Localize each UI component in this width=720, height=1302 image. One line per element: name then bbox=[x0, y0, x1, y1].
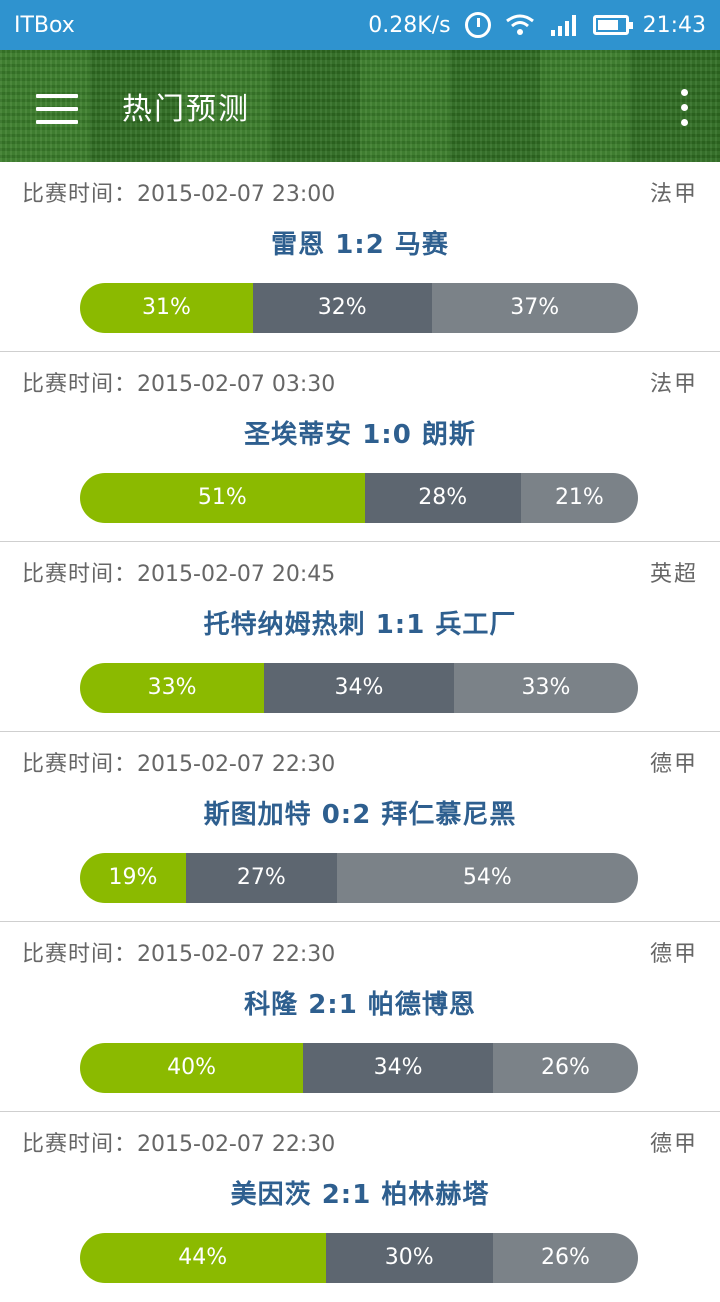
battery-icon bbox=[592, 15, 633, 35]
match-time-label: 比赛时间： bbox=[22, 182, 138, 207]
match-item[interactable]: 比赛时间：2015-02-07 03:30 法甲 圣埃蒂安 1:0 朗斯 51%… bbox=[0, 352, 720, 542]
win-percent: 40% bbox=[80, 1043, 304, 1093]
lose-percent: 26% bbox=[492, 1233, 638, 1283]
match-time-value: 2015-02-07 22:30 bbox=[137, 752, 336, 777]
lose-percent: 54% bbox=[336, 853, 638, 903]
prediction-bar: 19% 27% 54% bbox=[80, 853, 638, 903]
app-bar: 热门预测 bbox=[0, 50, 720, 162]
status-bar: ITBox 0.28K/s 21:43 bbox=[0, 0, 720, 50]
league-name: 德甲 bbox=[649, 752, 698, 777]
match-time-label: 比赛时间： bbox=[22, 752, 138, 777]
network-speed: 0.28K/s bbox=[368, 12, 451, 38]
match-time: 比赛时间：2015-02-07 22:30 bbox=[22, 746, 335, 778]
lose-percent: 37% bbox=[431, 283, 638, 333]
match-teams: 斯图加特 0:2 拜仁慕尼黑 bbox=[203, 800, 517, 830]
match-time-value: 2015-02-07 23:00 bbox=[137, 182, 336, 207]
match-time-value: 2015-02-07 22:30 bbox=[137, 1132, 336, 1157]
status-icons: 0.28K/s 21:43 bbox=[368, 12, 706, 38]
prediction-bar: 40% 34% 26% bbox=[80, 1043, 638, 1093]
draw-percent: 32% bbox=[252, 283, 432, 333]
match-time: 比赛时间：2015-02-07 23:00 bbox=[22, 176, 335, 208]
match-teams: 科隆 2:1 帕德博恩 bbox=[244, 990, 476, 1020]
signal-icon bbox=[550, 15, 576, 36]
draw-percent: 27% bbox=[186, 853, 337, 903]
prediction-bar: 33% 34% 33% bbox=[80, 663, 638, 713]
match-teams: 雷恩 1:2 马赛 bbox=[271, 230, 449, 260]
win-percent: 33% bbox=[80, 663, 265, 713]
match-time-value: 2015-02-07 20:45 bbox=[137, 562, 336, 587]
match-item[interactable]: 比赛时间：2015-02-07 20:45 英超 托特纳姆热刺 1:1 兵工厂 … bbox=[0, 542, 720, 732]
prediction-bar: 31% 32% 37% bbox=[80, 283, 638, 333]
hamburger-menu-icon[interactable] bbox=[36, 94, 78, 124]
league-name: 德甲 bbox=[649, 1132, 698, 1157]
match-item[interactable]: 比赛时间：2015-02-07 22:30 德甲 美因茨 2:1 柏林赫塔 44… bbox=[0, 1112, 720, 1302]
match-time: 比赛时间：2015-02-07 03:30 bbox=[22, 366, 335, 398]
carrier-name: ITBox bbox=[14, 12, 75, 38]
draw-percent: 34% bbox=[303, 1043, 493, 1093]
match-time-label: 比赛时间： bbox=[22, 562, 138, 587]
win-percent: 31% bbox=[80, 283, 253, 333]
match-time-value: 2015-02-07 03:30 bbox=[137, 372, 336, 397]
win-percent: 19% bbox=[80, 853, 187, 903]
draw-percent: 28% bbox=[364, 473, 521, 523]
match-item[interactable]: 比赛时间：2015-02-07 22:30 德甲 科隆 2:1 帕德博恩 40%… bbox=[0, 922, 720, 1112]
more-vertical-icon[interactable] bbox=[672, 86, 696, 130]
win-percent: 44% bbox=[80, 1233, 326, 1283]
draw-percent: 30% bbox=[325, 1233, 493, 1283]
prediction-bar: 51% 28% 21% bbox=[80, 473, 638, 523]
lose-percent: 21% bbox=[520, 473, 638, 523]
league-name: 法甲 bbox=[649, 372, 698, 397]
match-time-label: 比赛时间： bbox=[22, 372, 138, 397]
match-teams: 圣埃蒂安 1:0 朗斯 bbox=[244, 420, 476, 450]
win-percent: 51% bbox=[80, 473, 365, 523]
match-time-value: 2015-02-07 22:30 bbox=[137, 942, 336, 967]
league-name: 德甲 bbox=[649, 942, 698, 967]
draw-percent: 34% bbox=[264, 663, 454, 713]
lose-percent: 33% bbox=[453, 663, 638, 713]
match-item[interactable]: 比赛时间：2015-02-07 23:00 法甲 雷恩 1:2 马赛 31% 3… bbox=[0, 162, 720, 352]
alarm-icon bbox=[464, 12, 491, 38]
match-list: 比赛时间：2015-02-07 23:00 法甲 雷恩 1:2 马赛 31% 3… bbox=[0, 162, 720, 1302]
match-time-label: 比赛时间： bbox=[22, 942, 138, 967]
match-time: 比赛时间：2015-02-07 22:30 bbox=[22, 1126, 335, 1158]
match-time-label: 比赛时间： bbox=[22, 1132, 138, 1157]
clock-time: 21:43 bbox=[642, 12, 706, 38]
wifi-icon bbox=[505, 14, 534, 35]
match-teams: 美因茨 2:1 柏林赫塔 bbox=[230, 1180, 490, 1210]
match-time: 比赛时间：2015-02-07 20:45 bbox=[22, 556, 335, 588]
lose-percent: 26% bbox=[492, 1043, 638, 1093]
league-name: 英超 bbox=[649, 562, 698, 587]
match-item[interactable]: 比赛时间：2015-02-07 22:30 德甲 斯图加特 0:2 拜仁慕尼黑 … bbox=[0, 732, 720, 922]
page-title: 热门预测 bbox=[122, 92, 250, 127]
league-name: 法甲 bbox=[649, 182, 698, 207]
match-time: 比赛时间：2015-02-07 22:30 bbox=[22, 936, 335, 968]
prediction-bar: 44% 30% 26% bbox=[80, 1233, 638, 1283]
match-teams: 托特纳姆热刺 1:1 兵工厂 bbox=[203, 610, 517, 640]
